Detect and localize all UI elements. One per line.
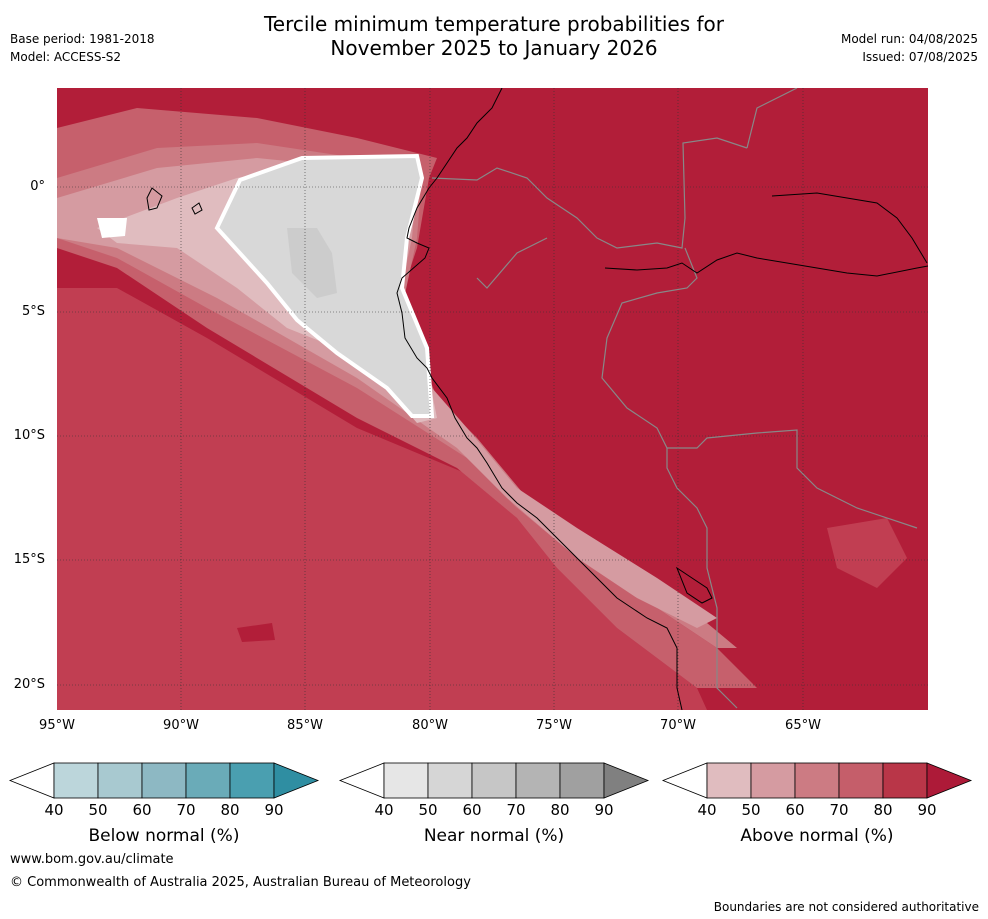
colorbar-segment	[383, 762, 429, 799]
near-tick-40: 40	[374, 801, 394, 819]
colorbar-near-title: Near normal (%)	[423, 826, 565, 846]
lat-label-5s: 5°S	[21, 304, 45, 319]
colorbar-segment	[882, 762, 928, 799]
near-tick-50: 50	[418, 801, 438, 819]
copyright-text: © Commonwealth of Australia 2025, Austra…	[10, 875, 471, 890]
below-tick-50: 50	[88, 801, 108, 819]
base-period-label: Base period: 1981-2018	[10, 32, 155, 46]
below-tick-70: 70	[176, 801, 196, 819]
colorbar-above-title: Above normal (%)	[740, 826, 894, 846]
lat-label-15s: 15°S	[13, 552, 45, 567]
country-borders	[431, 88, 918, 709]
colorbar-near-normal	[338, 762, 650, 799]
lon-label-80w: 80°W	[412, 718, 448, 733]
colorbar-min-extend	[661, 762, 708, 799]
website-link[interactable]: www.bom.gov.au/climate	[10, 852, 174, 867]
colorbar-segment	[515, 762, 561, 799]
above-tick-40: 40	[697, 801, 717, 819]
colorbar-segment	[838, 762, 884, 799]
colorbar-segment	[559, 762, 605, 799]
lon-label-90w: 90°W	[163, 718, 199, 733]
colorbar-below-ticks: 40 50 60 70 80 90	[8, 801, 320, 821]
map-title: Tercile minimum temperature probabilitie…	[0, 12, 988, 60]
above-tick-90: 90	[917, 801, 937, 819]
colorbar-segment	[427, 762, 473, 799]
above-tick-60: 60	[785, 801, 805, 819]
near-tick-90: 90	[594, 801, 614, 819]
graticule	[57, 88, 928, 710]
probability-map	[57, 88, 928, 710]
colorbar-segment	[185, 762, 231, 799]
below-tick-80: 80	[220, 801, 240, 819]
inland-above-80-patch	[827, 518, 907, 588]
colorbar-segment	[794, 762, 840, 799]
colorbar-min-extend	[8, 762, 55, 799]
near-tick-60: 60	[462, 801, 482, 819]
colorbar-above-ticks: 40 50 60 70 80 90	[661, 801, 973, 821]
near-tick-80: 80	[550, 801, 570, 819]
near-tick-70: 70	[506, 801, 526, 819]
colorbar-segment	[53, 762, 99, 799]
colorbar-near-ticks: 40 50 60 70 80 90	[338, 801, 650, 821]
colorbar-segment	[706, 762, 752, 799]
disclaimer-text: Boundaries are not considered authoritat…	[713, 900, 979, 914]
above-tick-80: 80	[873, 801, 893, 819]
colorbar-max-extend	[273, 762, 320, 799]
title-line-2: November 2025 to January 2026	[330, 36, 658, 60]
colorbar-below-normal	[8, 762, 320, 799]
colorbar-max-extend	[603, 762, 650, 799]
colorbar-above-normal	[661, 762, 973, 799]
colorbar-segment	[750, 762, 796, 799]
below-tick-60: 60	[132, 801, 152, 819]
ocean-above-80-region	[57, 288, 707, 710]
coastlines	[146, 88, 928, 710]
colorbar-segment	[97, 762, 143, 799]
model-run-label: Model run: 04/08/2025	[840, 32, 978, 46]
colorbar-below-title: Below normal (%)	[88, 826, 240, 846]
above-tick-70: 70	[829, 801, 849, 819]
lat-label-10s: 10°S	[13, 428, 45, 443]
issued-label: Issued: 07/08/2025	[862, 50, 978, 64]
below-tick-90: 90	[264, 801, 284, 819]
below-tick-40: 40	[44, 801, 64, 819]
title-line-1: Tercile minimum temperature probabilitie…	[263, 12, 725, 36]
lon-label-95w: 95°W	[39, 718, 75, 733]
lon-label-85w: 85°W	[287, 718, 323, 733]
lon-label-65w: 65°W	[785, 718, 821, 733]
near-normal-50-patch	[287, 228, 337, 298]
galapagos-white-patch	[97, 218, 127, 238]
model-label: Model: ACCESS-S2	[10, 50, 122, 64]
colorbar-segment	[141, 762, 187, 799]
colorbar-max-extend	[926, 762, 973, 799]
lat-label-20s: 20°S	[13, 677, 45, 692]
colorbar-segment	[229, 762, 275, 799]
lon-label-75w: 75°W	[536, 718, 572, 733]
lon-label-70w: 70°W	[660, 718, 696, 733]
above-tick-50: 50	[741, 801, 761, 819]
colorbar-segment	[471, 762, 517, 799]
lat-label-0: 0°	[30, 179, 45, 194]
colorbar-min-extend	[338, 762, 385, 799]
ocean-above-90-patch	[237, 623, 275, 642]
